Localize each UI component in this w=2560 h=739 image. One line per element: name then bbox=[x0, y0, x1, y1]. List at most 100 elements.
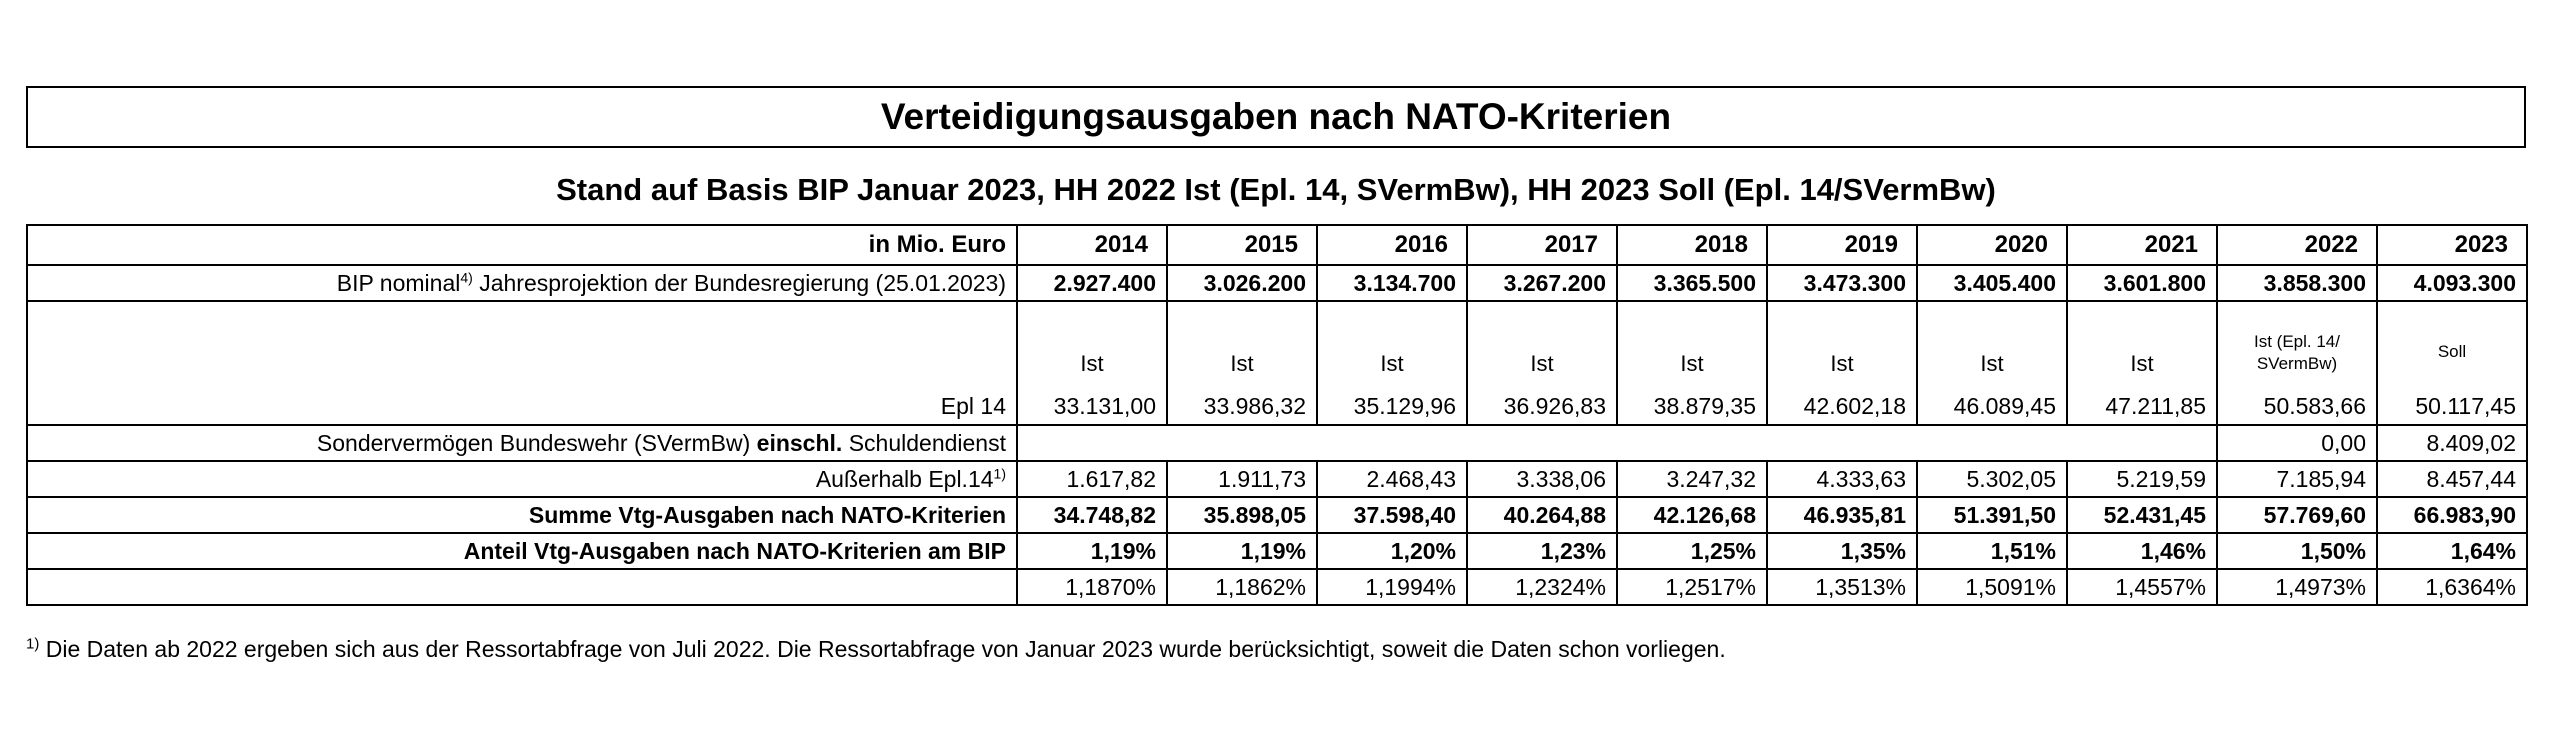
summe-value: 51.391,50 bbox=[1916, 496, 2068, 534]
svermbw-value bbox=[1167, 424, 1317, 462]
epl14-cell: Ist (Epl. 14/ SVermBw) 50.583,66 bbox=[2216, 300, 2378, 426]
unit-label: in Mio. Euro bbox=[26, 224, 1018, 266]
summe-value: 40.264,88 bbox=[1466, 496, 1618, 534]
summe-value: 35.898,05 bbox=[1166, 496, 1318, 534]
anteil-value: 1,20% bbox=[1316, 532, 1468, 570]
year-header: 2015 bbox=[1166, 224, 1318, 266]
anteil-precise-value: 1,2324% bbox=[1466, 568, 1618, 606]
ausserhalb-label: Außerhalb Epl.141) bbox=[26, 460, 1018, 498]
ausserhalb-value: 3.247,32 bbox=[1616, 460, 1768, 498]
svermbw-value bbox=[1317, 424, 1467, 462]
year-header: 2014 bbox=[1016, 224, 1168, 266]
anteil-precise-value: 1,5091% bbox=[1916, 568, 2068, 606]
bip-value: 3.405.400 bbox=[1916, 264, 2068, 302]
budget-kind: Ist bbox=[1530, 351, 1554, 376]
svermbw-value bbox=[2067, 424, 2218, 462]
ausserhalb-row: Außerhalb Epl.141) 1.617,82 1.911,73 2.4… bbox=[26, 460, 2528, 498]
anteil-value: 1,19% bbox=[1166, 532, 1318, 570]
budget-kind: Ist bbox=[1380, 351, 1404, 376]
summe-value: 52.431,45 bbox=[2066, 496, 2218, 534]
year-header: 2020 bbox=[1916, 224, 2068, 266]
epl14-cell: Soll 50.117,45 bbox=[2376, 300, 2528, 426]
anteil-precise-row: 1,1870% 1,1862% 1,1994% 1,2324% 1,2517% … bbox=[26, 568, 2528, 606]
year-header: 2021 bbox=[2066, 224, 2218, 266]
year-header: 2019 bbox=[1766, 224, 1918, 266]
anteil-value: 1,19% bbox=[1016, 532, 1168, 570]
svermbw-value: 0,00 bbox=[2216, 424, 2378, 462]
anteil-value: 1,23% bbox=[1466, 532, 1618, 570]
epl14-value: 50.117,45 bbox=[2415, 393, 2516, 419]
epl14-value: 50.583,66 bbox=[2263, 393, 2366, 419]
page-title: Verteidigungsausgaben nach NATO-Kriterie… bbox=[26, 86, 2526, 148]
anteil-precise-value: 1,1870% bbox=[1016, 568, 1168, 606]
footnote: 1) Die Daten ab 2022 ergeben sich aus de… bbox=[26, 636, 1726, 663]
svermbw-value bbox=[1767, 424, 1917, 462]
anteil-precise-value: 1,1994% bbox=[1316, 568, 1468, 606]
epl14-cell: Ist 36.926,83 bbox=[1466, 300, 1618, 426]
ausserhalb-value: 7.185,94 bbox=[2216, 460, 2378, 498]
bip-value: 3.858.300 bbox=[2216, 264, 2378, 302]
anteil-value: 1,25% bbox=[1616, 532, 1768, 570]
summe-row: Summe Vtg-Ausgaben nach NATO-Kriterien 3… bbox=[26, 496, 2528, 534]
footnote-marker: 1) bbox=[26, 635, 40, 653]
svermbw-value bbox=[1617, 424, 1767, 462]
bip-value: 3.365.500 bbox=[1616, 264, 1768, 302]
svermbw-value: 8.409,02 bbox=[2376, 424, 2528, 462]
bip-value: 3.267.200 bbox=[1466, 264, 1618, 302]
epl14-cell: Ist 46.089,45 bbox=[1916, 300, 2068, 426]
budget-kind: Ist bbox=[2130, 351, 2154, 376]
epl14-label: Epl 14 bbox=[26, 300, 1018, 426]
epl14-cell: Ist 33.986,32 bbox=[1166, 300, 1318, 426]
epl14-cell: Ist 38.879,35 bbox=[1616, 300, 1768, 426]
bip-row: BIP nominal4) Jahresprojektion der Bunde… bbox=[26, 264, 2528, 302]
svermbw-row: Sondervermögen Bundeswehr (SVermBw) eins… bbox=[26, 424, 2528, 462]
ausserhalb-value: 8.457,44 bbox=[2376, 460, 2528, 498]
bip-value: 4.093.300 bbox=[2376, 264, 2528, 302]
epl14-value: 33.986,32 bbox=[1203, 393, 1306, 419]
bip-value: 3.134.700 bbox=[1316, 264, 1468, 302]
bip-value: 3.601.800 bbox=[2066, 264, 2218, 302]
epl14-value: 35.129,96 bbox=[1353, 393, 1456, 419]
summe-value: 46.935,81 bbox=[1766, 496, 1918, 534]
anteil-precise-value: 1,1862% bbox=[1166, 568, 1318, 606]
budget-kind: Ist bbox=[1230, 351, 1254, 376]
svermbw-value bbox=[1917, 424, 2067, 462]
summe-label: Summe Vtg-Ausgaben nach NATO-Kriterien bbox=[26, 496, 1018, 534]
epl14-value: 38.879,35 bbox=[1653, 393, 1756, 419]
year-header: 2016 bbox=[1316, 224, 1468, 266]
budget-kind: Ist bbox=[1830, 351, 1854, 376]
anteil-value: 1,46% bbox=[2066, 532, 2218, 570]
epl14-cell: Ist 35.129,96 bbox=[1316, 300, 1468, 426]
ausserhalb-value: 5.219,59 bbox=[2066, 460, 2218, 498]
ausserhalb-value: 5.302,05 bbox=[1916, 460, 2068, 498]
budget-kind: Ist bbox=[1680, 351, 1704, 376]
bip-label: BIP nominal4) Jahresprojektion der Bunde… bbox=[26, 264, 1018, 302]
budget-kind: Ist bbox=[1080, 351, 1104, 376]
anteil-precise-value: 1,2517% bbox=[1616, 568, 1768, 606]
epl14-value: 42.602,18 bbox=[1803, 393, 1906, 419]
summe-value: 66.983,90 bbox=[2376, 496, 2528, 534]
footnote-text: Die Daten ab 2022 ergeben sich aus der R… bbox=[39, 636, 1726, 662]
epl14-value: 33.131,00 bbox=[1053, 393, 1156, 419]
budget-kind: Soll bbox=[2437, 342, 2467, 361]
epl14-value: 36.926,83 bbox=[1503, 393, 1606, 419]
epl14-value: 47.211,85 bbox=[2105, 393, 2206, 419]
ausserhalb-value: 1.911,73 bbox=[1166, 460, 1318, 498]
summe-value: 37.598,40 bbox=[1316, 496, 1468, 534]
anteil-value: 1,35% bbox=[1766, 532, 1918, 570]
svermbw-label: Sondervermögen Bundeswehr (SVermBw) eins… bbox=[26, 424, 1018, 462]
summe-value: 42.126,68 bbox=[1616, 496, 1768, 534]
anteil-row: Anteil Vtg-Ausgaben nach NATO-Kriterien … bbox=[26, 532, 2528, 570]
anteil-precise-value: 1,6364% bbox=[2376, 568, 2528, 606]
anteil-value: 1,51% bbox=[1916, 532, 2068, 570]
defense-spending-table: in Mio. Euro 2014 2015 2016 2017 2018 20… bbox=[26, 224, 2528, 606]
anteil-precise-value: 1,4973% bbox=[2216, 568, 2378, 606]
anteil-precise-value: 1,3513% bbox=[1766, 568, 1918, 606]
summe-value: 57.769,60 bbox=[2216, 496, 2378, 534]
epl14-value: 46.089,45 bbox=[1953, 393, 2056, 419]
ausserhalb-value: 2.468,43 bbox=[1316, 460, 1468, 498]
bip-value: 3.026.200 bbox=[1166, 264, 1318, 302]
bip-value: 3.473.300 bbox=[1766, 264, 1918, 302]
anteil-precise-label bbox=[26, 568, 1018, 606]
anteil-value: 1,50% bbox=[2216, 532, 2378, 570]
